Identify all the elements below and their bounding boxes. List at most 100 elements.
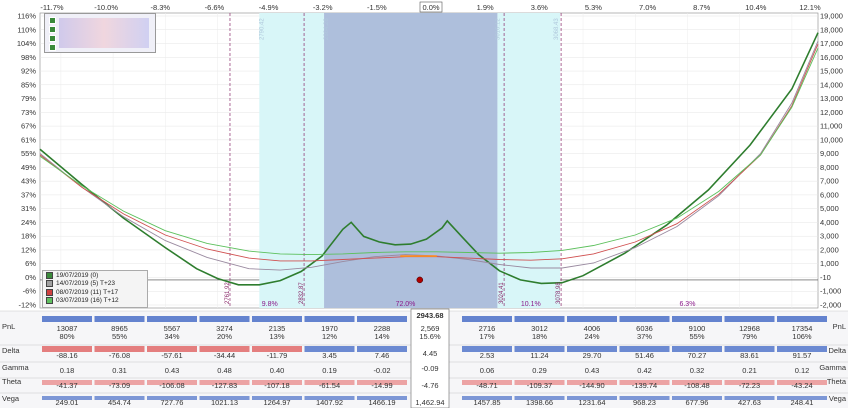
pnl-pct: 12% bbox=[322, 332, 337, 341]
vega-bar bbox=[304, 396, 355, 400]
y-tick-left: -6% bbox=[23, 287, 37, 296]
y-tick-left: 85% bbox=[21, 80, 36, 89]
mini-checkbox[interactable] bbox=[49, 26, 56, 33]
pnl-bar bbox=[252, 316, 302, 322]
vega-bar bbox=[724, 396, 775, 400]
delta-bar bbox=[357, 346, 407, 352]
y-tick-right: -1,000 bbox=[820, 287, 841, 296]
delta-bar bbox=[514, 346, 565, 352]
y-tick-left: 73% bbox=[21, 108, 36, 117]
legend-item[interactable]: 03/07/2019 (16) T+12 bbox=[43, 297, 147, 306]
delta-bar bbox=[724, 346, 775, 352]
y-tick-right: 9,000 bbox=[820, 149, 839, 158]
top-pct-tick: 12.1% bbox=[799, 3, 821, 12]
delta-value: -76.08 bbox=[109, 351, 130, 360]
y-tick-left: 43% bbox=[21, 177, 36, 186]
top-pct-tick: -1.5% bbox=[367, 3, 387, 12]
delta-bar bbox=[304, 346, 355, 352]
pnl-bar bbox=[42, 316, 92, 322]
top-pct-tick: -10.0% bbox=[94, 3, 118, 12]
legend-label: 14/07/2019 (5) T+23 bbox=[56, 280, 115, 288]
pnl-bar bbox=[462, 316, 512, 322]
row-label-left: Delta bbox=[2, 346, 20, 355]
gamma-value: 0.43 bbox=[165, 366, 180, 375]
zone-pct: 6.3% bbox=[679, 301, 695, 308]
mini-control-panel[interactable] bbox=[44, 13, 156, 53]
theta-value: -14.99 bbox=[371, 381, 392, 390]
y-tick-left: 104% bbox=[17, 39, 37, 48]
band-label: 3068.43 bbox=[554, 18, 560, 40]
y-tick-left: 37% bbox=[21, 190, 36, 199]
top-pct-tick: -6.6% bbox=[205, 3, 225, 12]
gamma-value: 0.19 bbox=[322, 366, 337, 375]
mini-preview bbox=[59, 18, 149, 48]
pnl-value: 4006 bbox=[584, 324, 601, 333]
legend-swatch bbox=[46, 297, 53, 305]
top-pct-tick: -4.9% bbox=[259, 3, 279, 12]
row-label-left: Gamma bbox=[2, 363, 30, 372]
row-label-left: PnL bbox=[2, 322, 15, 331]
mini-checkbox[interactable] bbox=[49, 17, 56, 24]
zone-pct: 9.8% bbox=[262, 301, 278, 308]
delta-bar bbox=[94, 346, 145, 352]
pnl-value: 9100 bbox=[689, 324, 706, 333]
delta-bar bbox=[619, 346, 670, 352]
legend-item[interactable]: 08/07/2019 (11) T+17 bbox=[43, 288, 147, 297]
legend-item[interactable]: 14/07/2019 (5) T+23 bbox=[43, 280, 147, 289]
pnl-pct: 17% bbox=[479, 332, 494, 341]
vega-bar bbox=[42, 396, 92, 400]
row-label-right: PnL bbox=[833, 322, 846, 331]
gamma-value: -0.02 bbox=[373, 366, 390, 375]
band-label: 2864.28 bbox=[324, 18, 330, 40]
pnl-value: 5567 bbox=[164, 324, 181, 333]
top-pct-tick: 7.0% bbox=[639, 3, 656, 12]
breakeven-label: 3024.41 bbox=[499, 282, 505, 304]
y-tick-left: 49% bbox=[21, 163, 36, 172]
breakeven-label: 3078.98 bbox=[556, 282, 562, 304]
row-label-right: Delta bbox=[828, 346, 846, 355]
gamma-value: 0.43 bbox=[585, 366, 600, 375]
theta-bar bbox=[252, 380, 302, 385]
top-pct-tick: 10.4% bbox=[745, 3, 767, 12]
theta-value: -108.48 bbox=[684, 381, 709, 390]
profit-band bbox=[497, 13, 561, 308]
center-vega: 1,462.94 bbox=[415, 398, 444, 407]
current-pct-box bbox=[419, 1, 443, 13]
band-label: 3016.12 bbox=[495, 18, 501, 40]
theta-bar bbox=[462, 380, 512, 385]
gamma-value: 0.31 bbox=[112, 366, 127, 375]
delta-value: -88.16 bbox=[56, 351, 77, 360]
y-tick-right: 14,000 bbox=[820, 80, 843, 89]
delta-value: 83.61 bbox=[740, 351, 759, 360]
delta-value: -34.44 bbox=[214, 351, 235, 360]
center-delta: 4.45 bbox=[423, 349, 438, 358]
gamma-value: 0.42 bbox=[637, 366, 652, 375]
center-band bbox=[324, 13, 498, 308]
mini-checkbox[interactable] bbox=[49, 44, 56, 51]
vega-value: 248.41 bbox=[791, 398, 814, 407]
top-pct-tick: -8.3% bbox=[150, 3, 170, 12]
breakeven-label: 2761.92 bbox=[225, 282, 231, 304]
gamma-value: 0.12 bbox=[795, 366, 810, 375]
theta-value: -107.18 bbox=[264, 381, 289, 390]
pnl-pct: 34% bbox=[164, 332, 179, 341]
y-tick-right: 12,000 bbox=[820, 108, 843, 117]
theta-bar bbox=[304, 380, 355, 385]
y-tick-right: 10,000 bbox=[820, 135, 843, 144]
theta-value: -48.71 bbox=[476, 381, 497, 390]
legend-item[interactable]: 19/07/2019 (0) bbox=[43, 271, 147, 280]
gamma-value: 0.29 bbox=[532, 366, 547, 375]
theta-bar bbox=[567, 380, 617, 385]
vega-bar bbox=[672, 396, 722, 400]
y-tick-left: 24% bbox=[21, 218, 36, 227]
band-label: 2790.42 bbox=[259, 18, 265, 40]
pnl-value: 2288 bbox=[374, 324, 391, 333]
mini-checkbox[interactable] bbox=[49, 35, 56, 42]
zone-pct: 72.0% bbox=[396, 301, 416, 308]
theta-bar bbox=[672, 380, 722, 385]
theta-bar bbox=[94, 380, 145, 385]
pnl-pct: 80% bbox=[59, 332, 74, 341]
vega-value: 1264.97 bbox=[263, 398, 290, 407]
y-tick-right: 16,000 bbox=[820, 53, 843, 62]
